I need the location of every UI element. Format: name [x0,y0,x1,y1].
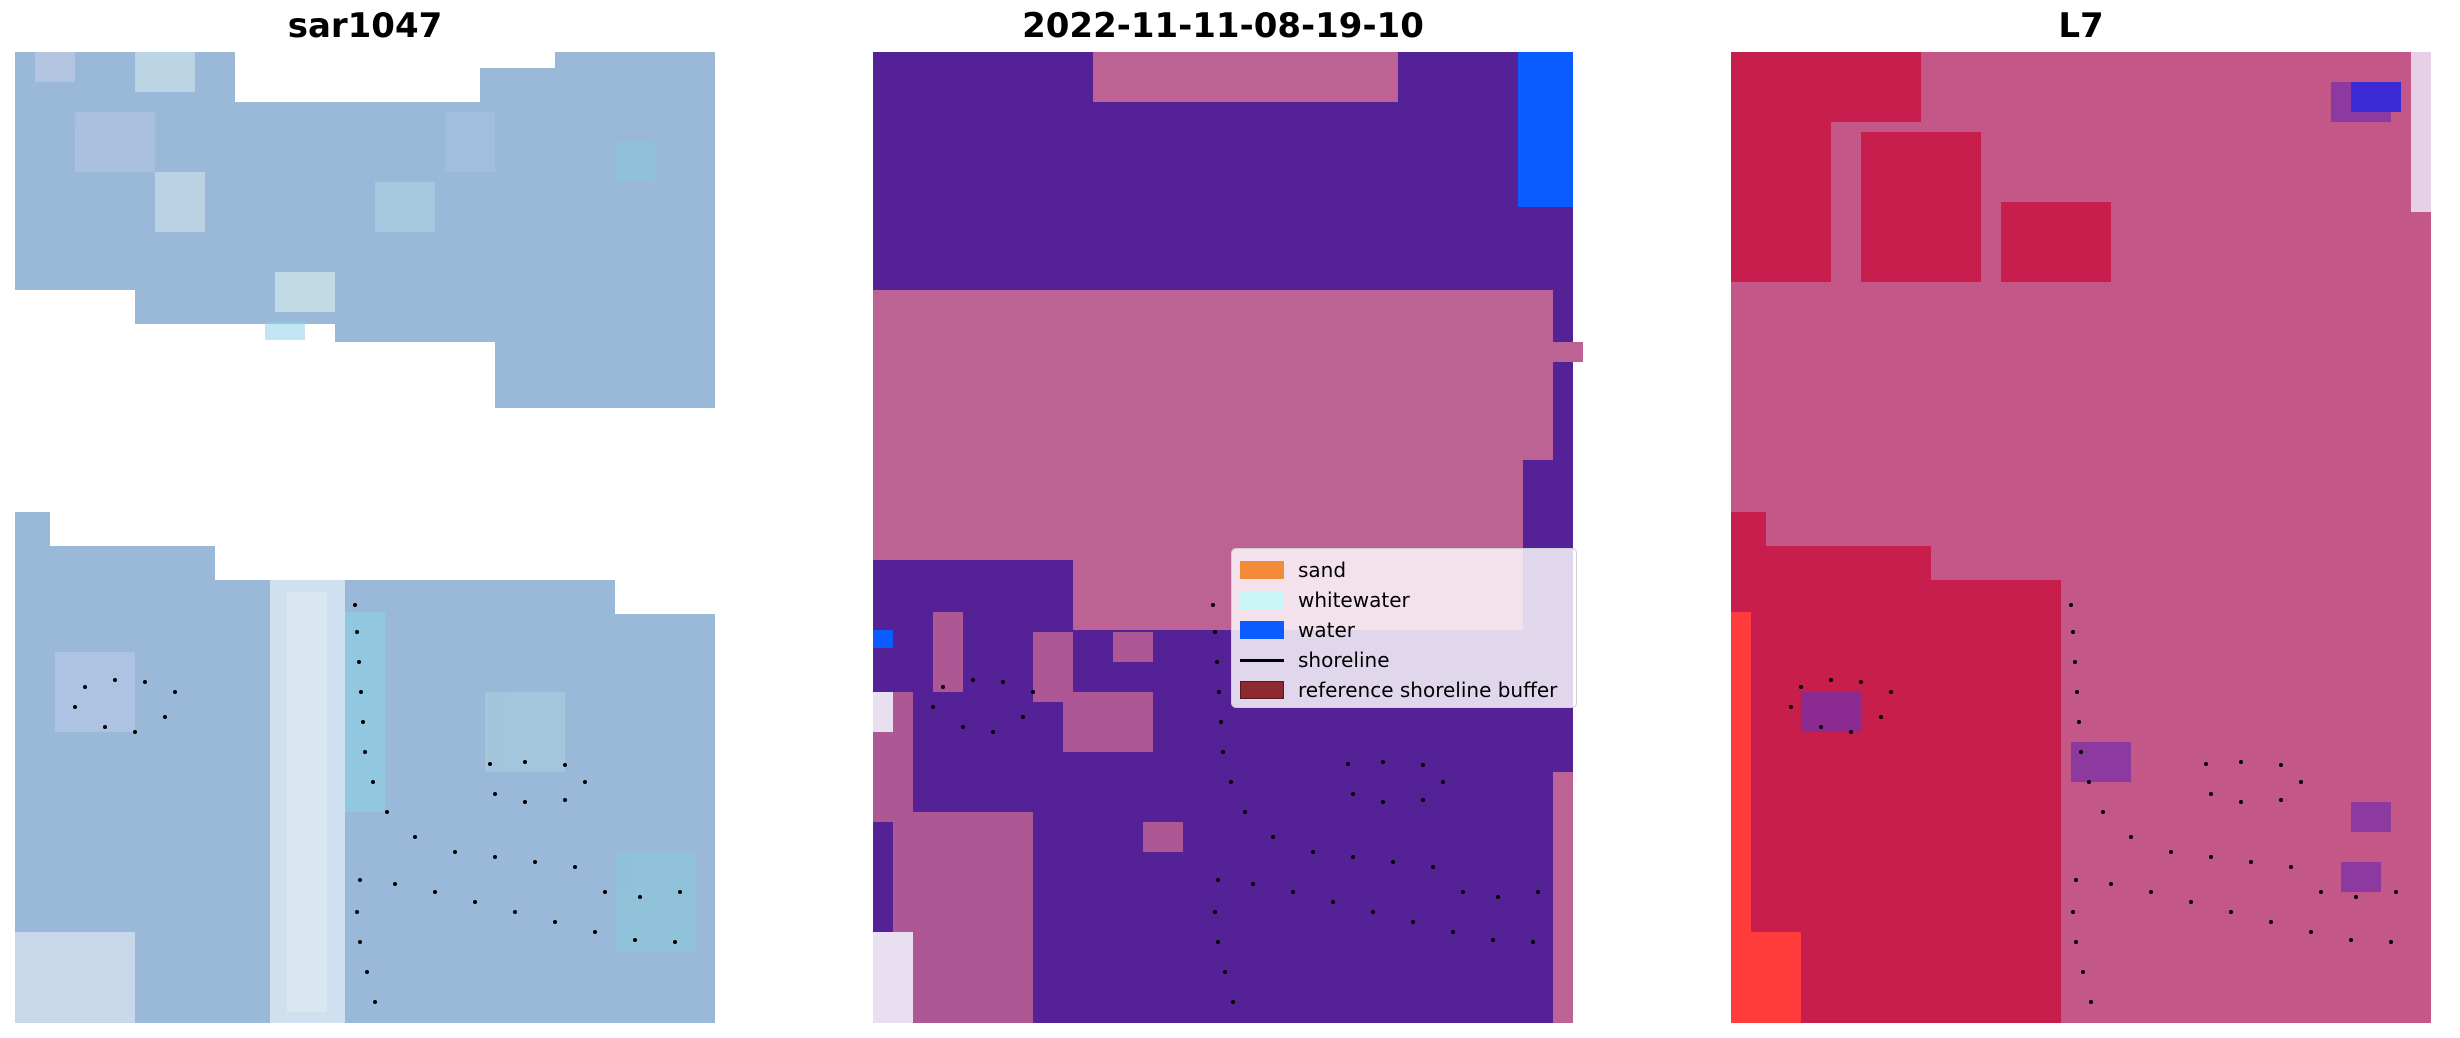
l7-blue-corner [2351,82,2401,112]
legend-label-shoreline: shoreline [1298,648,1390,672]
sar-image-texture-lower [15,580,695,1023]
legend-label-water: water [1298,618,1355,642]
legend-swatch-shoreline [1240,658,1284,662]
legend-label-whitewater: whitewater [1298,588,1410,612]
panel-title-l7: L7 [2058,6,2104,46]
sar-image-upper [15,52,715,408]
legend-label-sand: sand [1298,558,1347,582]
legend-item-water: water [1240,615,1568,645]
legend-swatch-whitewater [1240,591,1284,609]
sar-image-panel [15,52,715,1023]
sar-shoreline-dots [73,603,682,1004]
legend-swatch-reference-buffer [1240,681,1284,699]
legend-swatch-water [1240,621,1284,639]
classification-panel [873,52,1593,1023]
legend-item-reference-buffer: reference shoreline buffer [1240,675,1568,705]
panel-title-sar: sar1047 [287,6,443,46]
class-sand-band [873,52,1583,1023]
legend-swatch-sand [1240,561,1284,579]
class-sand-patches-lower [873,612,1183,1023]
l7-shoreline-dots [1789,603,2398,1004]
panel-title-date: 2022-11-11-08-19-10 [1022,6,1424,46]
sar-image-lower [15,512,715,1023]
sar-image-texture-upper [35,52,655,340]
classification-shoreline-dots [931,603,1540,1004]
legend-item-whitewater: whitewater [1240,585,1568,615]
class-water-patches [873,52,1573,648]
legend-item-sand: sand [1240,555,1568,585]
legend-label-reference-buffer: reference shoreline buffer [1298,678,1558,702]
l7-bright-red-edge [1731,612,1801,1023]
legend: sand whitewater water shoreline referenc… [1231,548,1577,708]
class-whitewater-patches [873,692,913,1023]
l7-white-edge [2411,52,2431,212]
l7-image-panel [1731,52,2451,1023]
legend-item-shoreline: shoreline [1240,645,1568,675]
